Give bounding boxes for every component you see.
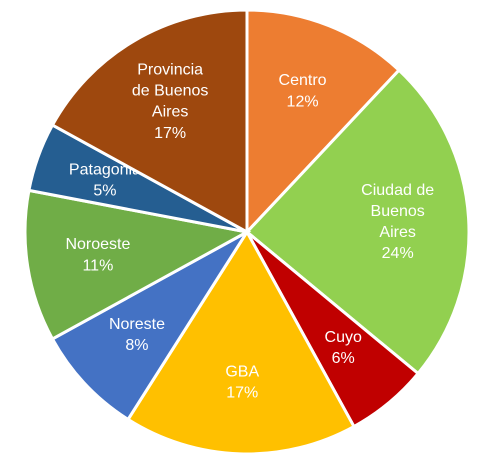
- pie-slice: [50, 8, 249, 235]
- category-label: Ciudad de Buenos Aires: [361, 182, 434, 241]
- pie-slice: [125, 229, 356, 456]
- pie-slice: [50, 230, 249, 422]
- pie-slice: [244, 68, 471, 376]
- category-label: Provincia de Buenos Aires: [132, 62, 209, 121]
- pie-slice: [23, 188, 252, 341]
- pie-slice: [245, 8, 402, 236]
- category-label: Noreste: [109, 316, 165, 333]
- value-label: 12%: [287, 93, 319, 110]
- value-label: 11%: [82, 257, 113, 274]
- category-label: Noroeste: [65, 236, 130, 253]
- category-label: Patagonia: [69, 162, 141, 179]
- value-label: 8%: [125, 337, 148, 354]
- category-label: Cuyo: [325, 329, 362, 346]
- value-label: 17%: [226, 385, 258, 402]
- category-label: GBA: [225, 364, 259, 381]
- value-label: 24%: [382, 245, 414, 262]
- value-label: 5%: [93, 183, 116, 200]
- category-label: Centro: [279, 72, 327, 89]
- value-label: 17%: [154, 125, 186, 142]
- value-label: 6%: [332, 350, 355, 367]
